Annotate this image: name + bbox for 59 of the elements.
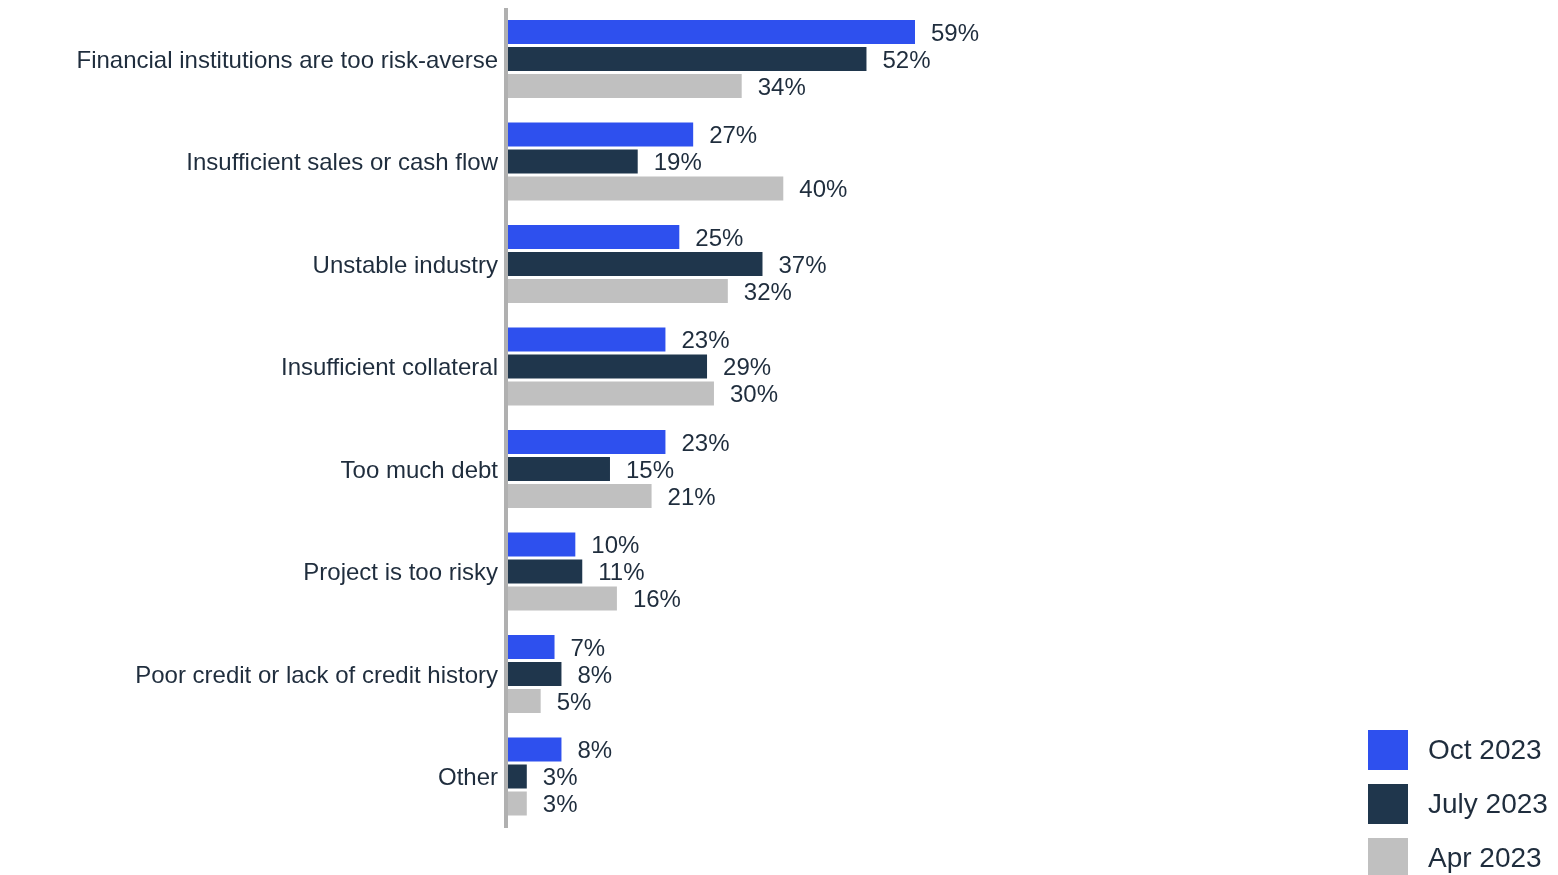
y-tick-label: Insufficient collateral (280, 353, 498, 381)
data-label: 34% (757, 72, 806, 100)
data-label: 23% (681, 428, 730, 456)
bar (506, 225, 680, 249)
data-label: 8% (577, 736, 613, 764)
bar (506, 176, 784, 201)
bar (506, 430, 666, 454)
data-label: 8% (577, 660, 613, 688)
y-tick-label: Project is too risky (303, 558, 498, 586)
data-label: 29% (723, 353, 772, 381)
bar (506, 122, 694, 147)
y-tick-label: Too much debt (340, 455, 499, 483)
data-label: 37% (778, 250, 827, 278)
y-tick-label: Poor credit or lack of credit history (135, 660, 498, 688)
data-label: 40% (799, 175, 848, 203)
data-label: 16% (632, 585, 681, 613)
y-tick-label: Financial institutions are too risk-averse (76, 45, 498, 73)
bar (506, 791, 527, 816)
data-label: 3% (542, 763, 578, 791)
bar (506, 354, 708, 379)
bar (506, 457, 610, 481)
data-label: 59% (931, 18, 980, 46)
bar (506, 586, 617, 611)
data-label: 52% (882, 45, 931, 73)
data-label: 25% (695, 223, 744, 251)
bar (506, 737, 562, 762)
data-label: 10% (591, 531, 640, 559)
data-label: 15% (625, 455, 675, 483)
bar (506, 279, 728, 303)
data-label: 5% (556, 687, 592, 715)
legend-label: Apr 2023 (1428, 842, 1542, 874)
legend-label: Oct 2023 (1428, 734, 1542, 766)
bar (506, 559, 583, 584)
bar (506, 47, 867, 71)
legend-label: July 2023 (1428, 788, 1548, 820)
bar (506, 20, 915, 44)
data-label: 27% (709, 121, 758, 149)
data-label: 21% (667, 482, 716, 510)
bar (506, 764, 527, 789)
data-label: 7% (570, 633, 606, 661)
y-tick-label: Insufficient sales or cash flow (186, 148, 499, 176)
bar (506, 252, 763, 276)
bar (506, 149, 638, 174)
bar (506, 689, 541, 713)
bar (506, 327, 666, 352)
y-tick-label: Unstable industry (312, 250, 498, 278)
bar (506, 635, 555, 659)
data-label: 32% (743, 277, 792, 305)
data-label: 3% (542, 790, 578, 818)
bar (506, 662, 562, 686)
data-label: 30% (729, 380, 779, 408)
bar (506, 532, 576, 557)
data-label: 23% (681, 326, 730, 354)
bar (506, 484, 652, 508)
y-tick-label: Other (437, 763, 498, 791)
data-label: 11% (598, 558, 645, 586)
bar (506, 74, 742, 98)
bar (506, 381, 714, 406)
data-label: 19% (653, 148, 702, 176)
